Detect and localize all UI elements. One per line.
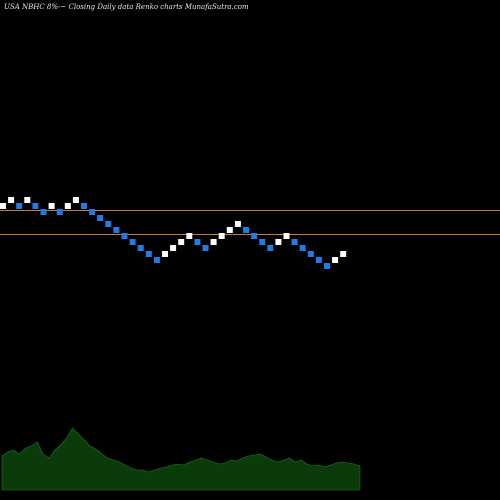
up-brick-9 [64,203,71,209]
down-brick-37 [291,239,298,245]
up-brick-21 [162,251,168,257]
up-brick-42 [332,257,339,263]
down-brick-20 [153,257,160,263]
up-brick-24 [186,233,193,239]
up-brick-10 [72,197,79,203]
up-brick-29 [226,227,233,233]
down-brick-16 [121,233,128,239]
up-brick-30 [234,221,241,227]
up-brick-35 [275,239,282,245]
down-brick-11 [81,203,87,209]
volume-panel [1,427,361,491]
up-brick-4 [24,197,31,203]
up-brick-27 [210,239,217,245]
down-brick-38 [299,245,306,251]
down-brick-32 [251,233,258,239]
up-brick-43 [340,251,347,257]
down-brick-6 [40,209,47,215]
down-brick-15 [113,227,120,233]
down-brick-40 [315,257,322,263]
down-brick-25 [194,239,201,245]
down-brick-39 [307,251,314,257]
volume-area [1,427,361,491]
up-brick-2 [8,197,15,203]
up-brick-23 [178,239,185,245]
down-brick-8 [56,209,63,215]
down-brick-3 [16,203,23,209]
up-brick-1 [0,203,6,209]
down-brick-26 [202,245,209,251]
down-brick-31 [243,227,249,233]
chart-title: USA NBHC 8%-~ Closing Daily data Renko c… [4,3,249,11]
up-brick-28 [218,233,225,239]
down-brick-18 [137,245,144,251]
down-brick-13 [97,215,104,221]
down-brick-41 [324,263,330,269]
up-brick-7 [48,203,55,209]
down-brick-17 [129,239,136,245]
down-brick-12 [89,209,96,215]
down-brick-33 [259,239,266,245]
down-brick-19 [145,251,152,257]
down-brick-34 [267,245,274,251]
reference-lines [0,210,500,235]
up-brick-22 [170,245,177,251]
down-brick-5 [32,203,39,209]
up-brick-36 [283,233,290,239]
renko-bricks [0,197,347,269]
down-brick-14 [105,221,112,227]
